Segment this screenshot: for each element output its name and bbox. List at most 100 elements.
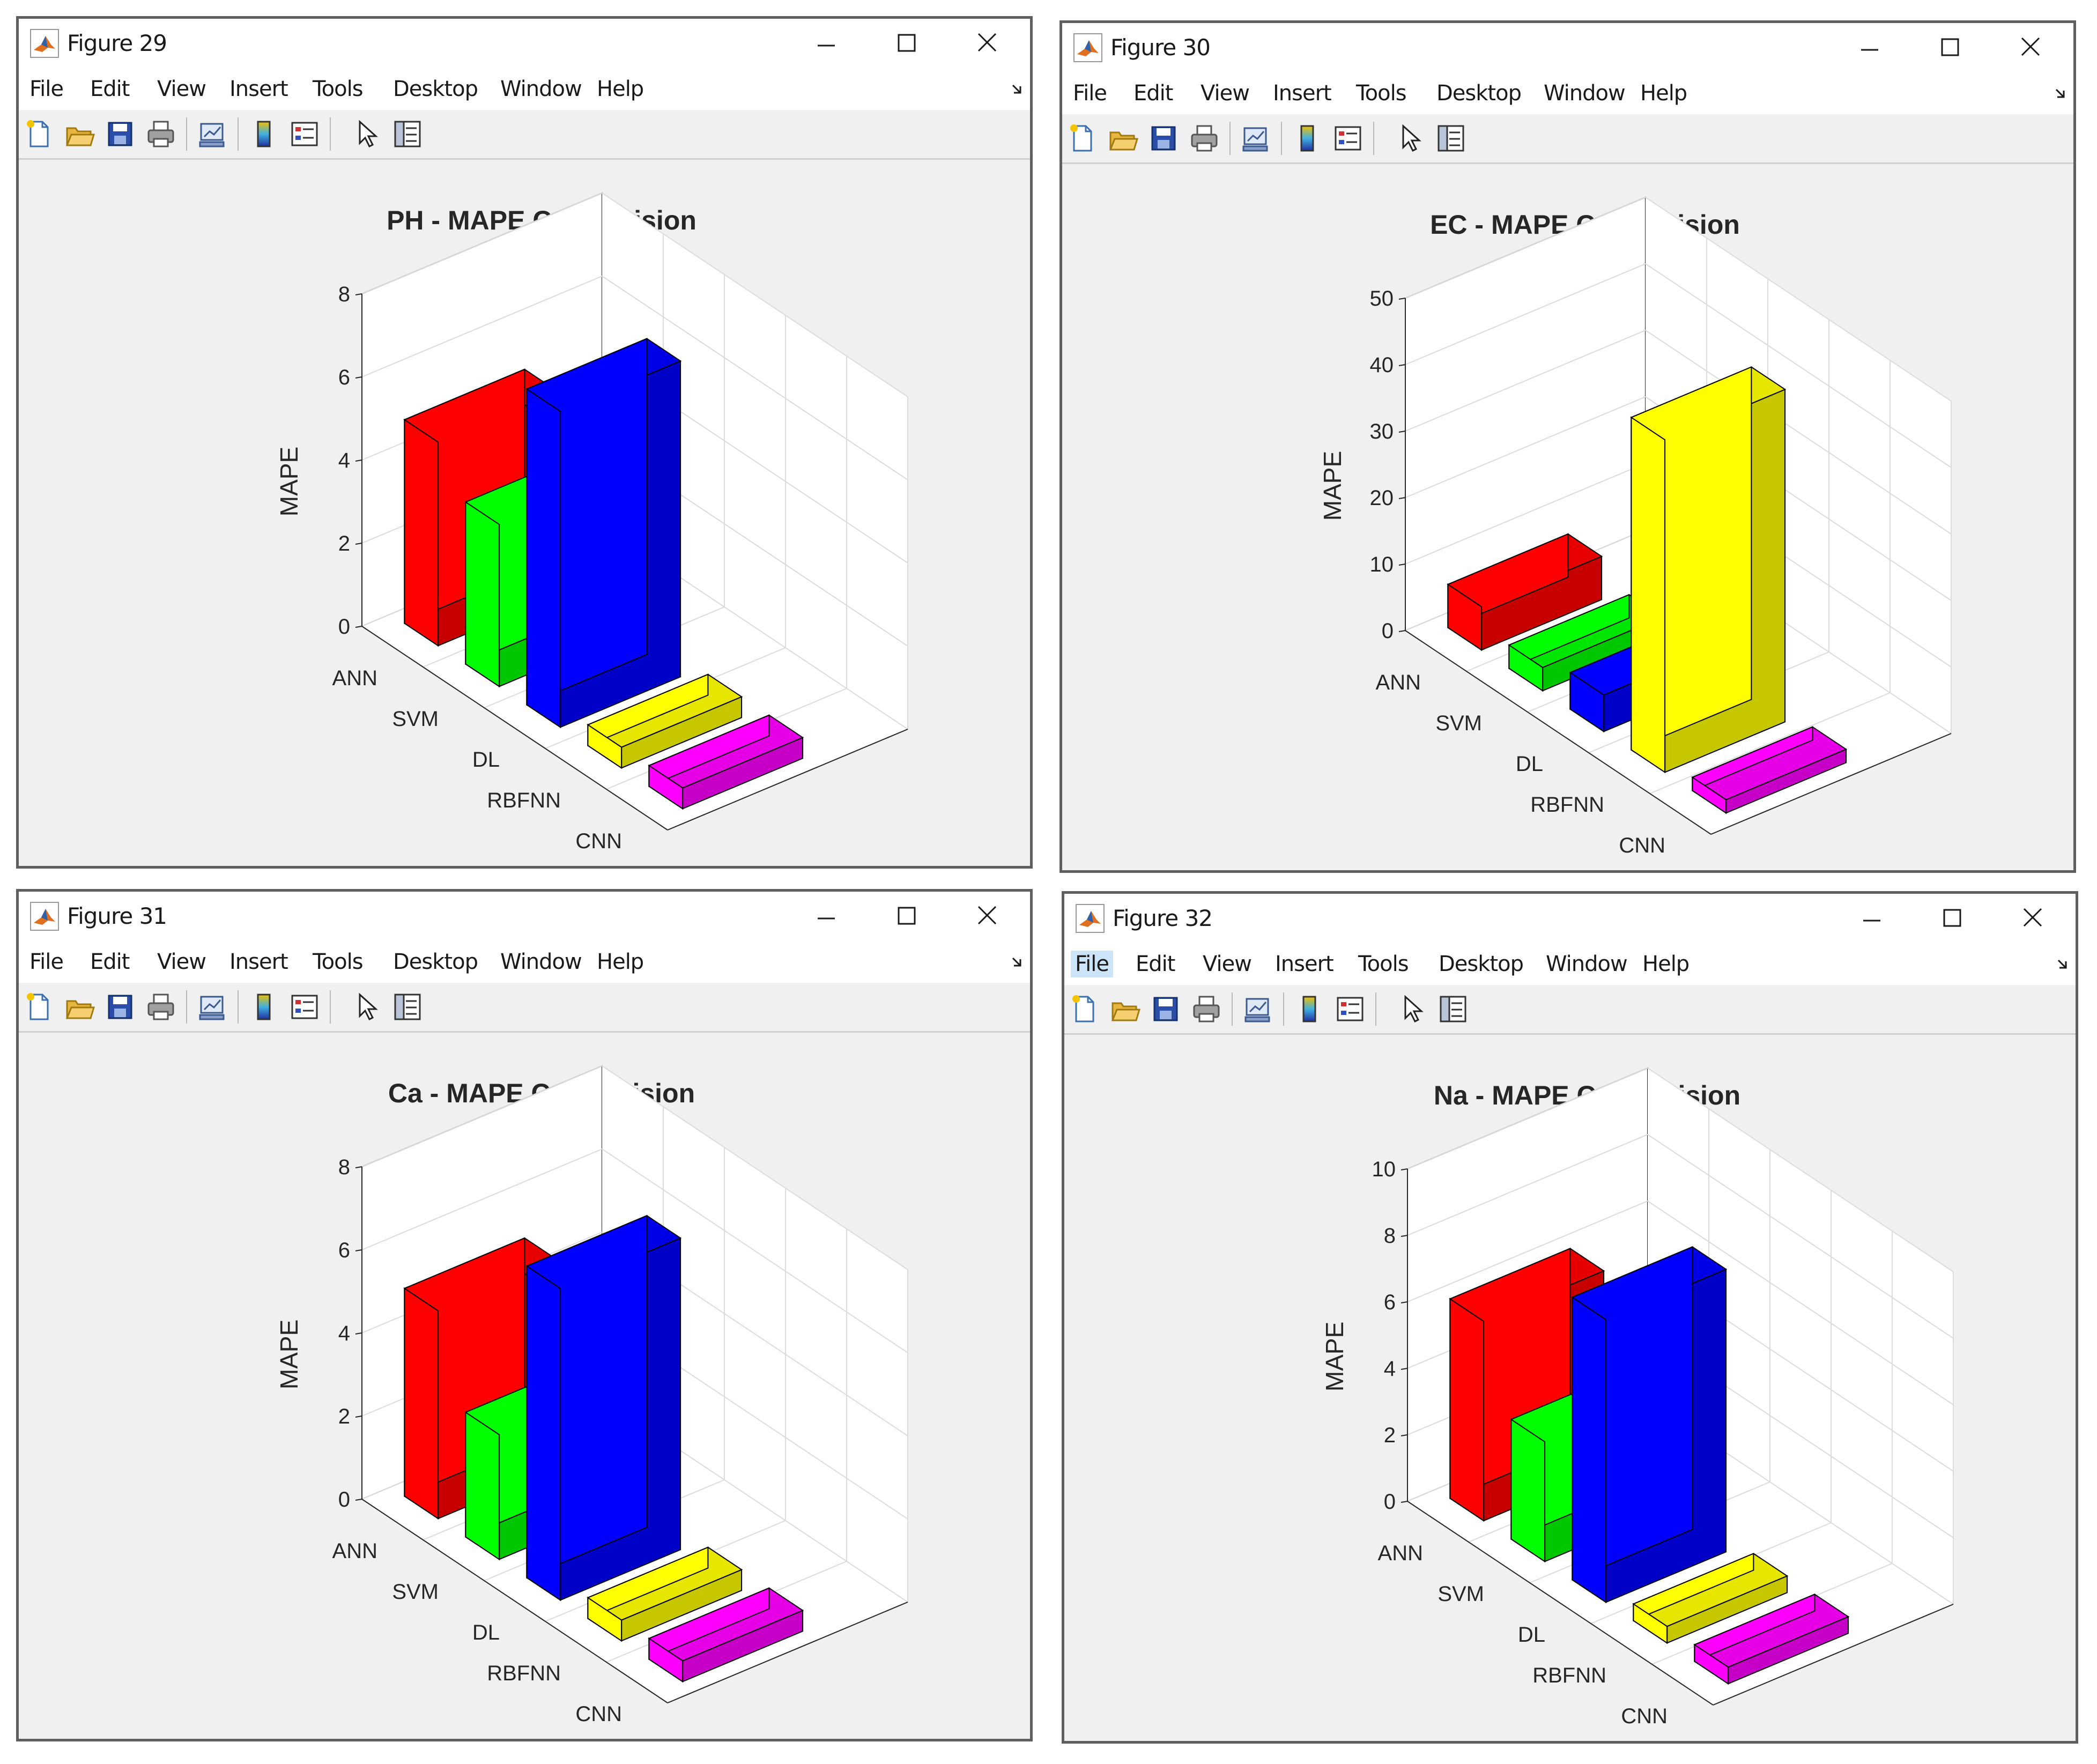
dock-arrow-icon[interactable] [1011, 955, 1025, 969]
menu-help[interactable]: Help [1642, 952, 1690, 976]
bar-cnn[interactable] [648, 714, 804, 810]
menu-file[interactable]: File [1071, 951, 1113, 977]
new-figure-icon[interactable] [1069, 994, 1100, 1025]
link-plot-icon[interactable] [197, 991, 228, 1022]
figure-window[interactable]: Figure 31 File Edit View Insert Tools De… [16, 889, 1033, 1741]
dock-arrow-icon[interactable] [1011, 82, 1025, 96]
open-file-icon[interactable] [64, 991, 95, 1022]
bar-rbfnn[interactable] [587, 1546, 743, 1642]
menu-desktop[interactable]: Desktop [1436, 81, 1522, 106]
close-button[interactable] [1992, 899, 2073, 938]
colorbar-icon[interactable] [1292, 123, 1323, 154]
menu-window[interactable]: Window [1546, 952, 1628, 976]
menu-file[interactable]: File [29, 77, 64, 101]
bar-rbfnn[interactable] [1632, 1552, 1789, 1644]
menu-insert[interactable]: Insert [229, 950, 288, 974]
open-file-icon[interactable] [1109, 994, 1140, 1025]
menu-desktop[interactable]: Desktop [393, 950, 478, 974]
save-icon[interactable] [105, 118, 136, 150]
link-plot-icon[interactable] [197, 118, 228, 150]
bar-dl[interactable] [525, 1214, 682, 1602]
legend-icon[interactable] [1335, 994, 1366, 1025]
property-inspector-icon[interactable] [1437, 994, 1469, 1025]
menu-window[interactable]: Window [500, 77, 582, 101]
dock-arrow-icon[interactable] [2056, 957, 2070, 971]
menu-help[interactable]: Help [597, 77, 644, 101]
maximize-button[interactable] [1912, 899, 1992, 938]
maximize-button[interactable] [866, 897, 947, 936]
menu-window[interactable]: Window [1544, 81, 1626, 106]
figure-window[interactable]: Figure 32 File Edit View Insert Tools De… [1062, 891, 2078, 1744]
menu-view[interactable]: View [157, 950, 206, 974]
new-figure-icon[interactable] [1066, 123, 1098, 154]
colorbar-icon[interactable] [1294, 994, 1325, 1025]
bar-rbfnn[interactable] [587, 673, 743, 769]
print-icon[interactable] [145, 991, 176, 1022]
edit-plot-icon[interactable] [351, 118, 382, 150]
open-file-icon[interactable] [64, 118, 95, 150]
menu-file[interactable]: File [29, 950, 64, 974]
print-icon[interactable] [1191, 994, 1222, 1025]
minimize-button[interactable] [786, 24, 866, 63]
minimize-button[interactable] [1829, 28, 1910, 67]
bar-cnn[interactable] [1693, 1593, 1850, 1685]
print-icon[interactable] [145, 118, 176, 150]
maximize-button[interactable] [866, 24, 947, 63]
bar-rbfnn[interactable] [1630, 366, 1787, 774]
bar-chart-3d[interactable]: Na - MAPE Comparision0246810MAPEANNSVMDL… [1064, 1035, 2076, 1741]
print-icon[interactable] [1189, 123, 1220, 154]
property-inspector-icon[interactable] [1435, 123, 1466, 154]
menu-window[interactable]: Window [500, 950, 582, 974]
close-button[interactable] [947, 897, 1027, 936]
bar-chart-3d[interactable]: PH - MAPE Comparision02468MAPEANNSVMDLRB… [19, 160, 1030, 866]
figure-window[interactable]: Figure 29 File Edit View Insert Tools De… [16, 16, 1033, 869]
menu-tools[interactable]: Tools [1356, 81, 1407, 106]
bar-chart-3d[interactable]: Ca - MAPE Comparision02468MAPEANNSVMDLRB… [19, 1033, 1030, 1739]
new-figure-icon[interactable] [23, 991, 54, 1022]
edit-plot-icon[interactable] [1397, 994, 1428, 1025]
menu-file[interactable]: File [1073, 81, 1107, 106]
bar-cnn[interactable] [648, 1587, 804, 1683]
title-bar[interactable]: Figure 31 [19, 892, 1030, 941]
title-bar[interactable]: Figure 30 [1062, 23, 2073, 72]
property-inspector-icon[interactable] [392, 991, 423, 1022]
link-plot-icon[interactable] [1240, 123, 1271, 154]
close-button[interactable] [1990, 28, 2071, 67]
new-figure-icon[interactable] [23, 118, 54, 150]
menu-desktop[interactable]: Desktop [393, 77, 478, 101]
menu-edit[interactable]: Edit [1133, 81, 1173, 106]
bar-chart-3d[interactable]: EC - MAPE Comparision01020304050MAPEANNS… [1062, 164, 2073, 870]
minimize-button[interactable] [786, 897, 866, 936]
menu-insert[interactable]: Insert [1275, 952, 1334, 976]
legend-icon[interactable] [1332, 123, 1364, 154]
close-button[interactable] [947, 24, 1027, 63]
menu-help[interactable]: Help [1640, 81, 1687, 106]
colorbar-icon[interactable] [248, 991, 279, 1022]
title-bar[interactable]: Figure 29 [19, 19, 1030, 68]
menu-insert[interactable]: Insert [1273, 81, 1332, 106]
edit-plot-icon[interactable] [1395, 123, 1426, 154]
link-plot-icon[interactable] [1242, 994, 1273, 1025]
bar-ann[interactable] [1447, 533, 1603, 651]
menu-desktop[interactable]: Desktop [1439, 952, 1524, 976]
bar-cnn[interactable] [1691, 726, 1848, 814]
menu-tools[interactable]: Tools [313, 77, 364, 101]
menu-edit[interactable]: Edit [1136, 952, 1175, 976]
title-bar[interactable]: Figure 32 [1064, 894, 2076, 943]
axes-area[interactable]: Na - MAPE Comparision0246810MAPEANNSVMDL… [1064, 1035, 2076, 1741]
maximize-button[interactable] [1910, 28, 1990, 67]
menu-edit[interactable]: Edit [90, 950, 130, 974]
axes-area[interactable]: EC - MAPE Comparision01020304050MAPEANNS… [1062, 164, 2073, 870]
save-icon[interactable] [1148, 123, 1179, 154]
save-icon[interactable] [1150, 994, 1181, 1025]
bar-dl[interactable] [525, 337, 682, 729]
menu-view[interactable]: View [1201, 81, 1250, 106]
edit-plot-icon[interactable] [351, 991, 382, 1022]
menu-view[interactable]: View [157, 77, 206, 101]
menu-tools[interactable]: Tools [1358, 952, 1409, 976]
bar-dl[interactable] [1571, 1246, 1728, 1604]
menu-insert[interactable]: Insert [229, 77, 288, 101]
axes-area[interactable]: PH - MAPE Comparision02468MAPEANNSVMDLRB… [19, 160, 1030, 866]
figure-window[interactable]: Figure 30 File Edit View Insert Tools De… [1059, 20, 2076, 873]
legend-icon[interactable] [289, 991, 320, 1022]
